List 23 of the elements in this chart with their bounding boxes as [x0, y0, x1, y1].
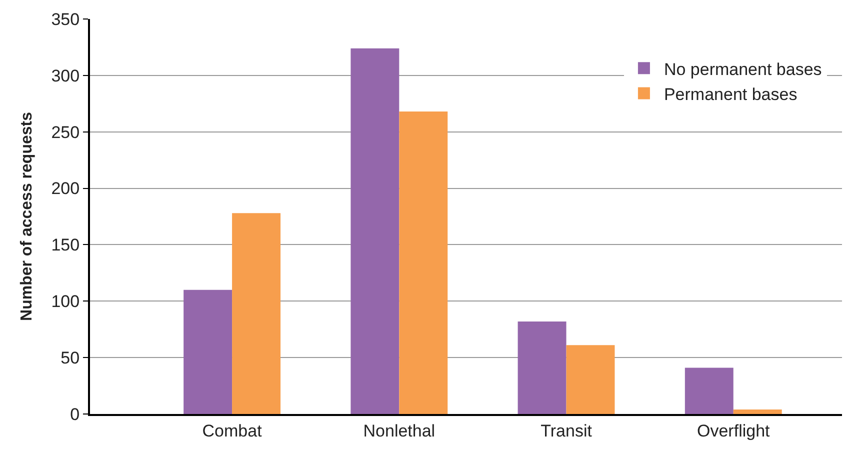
legend-label: No permanent bases	[664, 60, 822, 79]
bar	[399, 112, 448, 414]
x-tick-label: Nonlethal	[363, 421, 436, 440]
y-tick-label: 200	[51, 179, 80, 198]
bar	[566, 345, 615, 414]
bar	[232, 213, 281, 414]
bar	[518, 321, 566, 414]
y-tick-label: 300	[51, 66, 80, 86]
y-tick-label: 350	[51, 10, 80, 29]
x-tick-label: Combat	[202, 421, 262, 440]
y-tick-label: 150	[51, 236, 80, 255]
x-tick-label: Transit	[540, 421, 592, 440]
y-tick-label: 250	[51, 122, 80, 142]
bar	[184, 290, 232, 414]
legend-label: Permanent bases	[664, 84, 798, 104]
y-tick-label: 0	[70, 404, 80, 424]
bar	[350, 48, 400, 414]
y-tick-label: 50	[60, 348, 80, 368]
y-tick-label: 100	[51, 292, 80, 312]
bar	[733, 409, 782, 414]
x-tick-label: Overflight	[697, 421, 770, 440]
bar	[684, 368, 734, 414]
y-axis-title: Number of access requests	[18, 112, 36, 321]
